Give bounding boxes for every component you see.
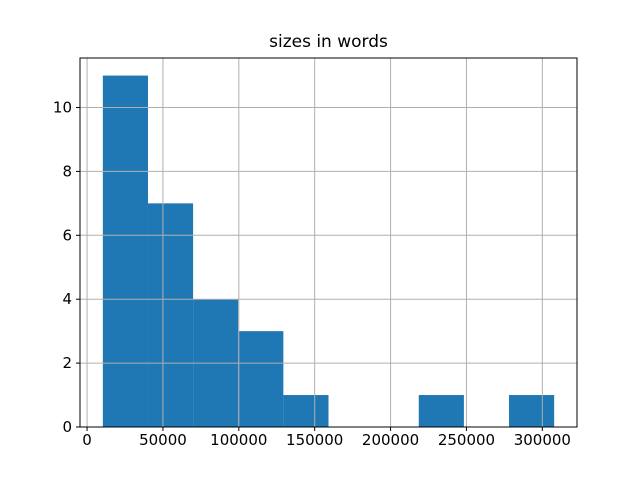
x-tick-label: 250000 [438, 431, 495, 449]
histogram-bar [147, 203, 194, 427]
y-tick-label: 10 [53, 99, 72, 117]
axes-layer: 0 50000 100000 150000 200000 250000 300000 0 2 4 6… [53, 57, 578, 449]
y-tick-label: 0 [62, 418, 72, 436]
histogram-bars-layer [102, 75, 555, 428]
y-tick-label: 6 [62, 226, 72, 244]
x-tick-label: 50000 [139, 431, 187, 449]
histogram-bar [418, 395, 464, 427]
chart-title: sizes in words [269, 32, 388, 52]
x-tick-label: 0 [82, 431, 92, 449]
x-tick-label: 150000 [286, 431, 343, 449]
histogram-bar [283, 395, 329, 427]
x-tick-label: 100000 [210, 431, 267, 449]
x-tick-label: 300000 [514, 431, 571, 449]
histogram-bar [238, 331, 284, 427]
y-tick-label: 4 [62, 290, 72, 308]
axes-spines [79, 57, 578, 428]
x-tick-label: 200000 [362, 431, 419, 449]
histogram-bar [102, 75, 148, 428]
y-tick-label: 8 [62, 162, 72, 180]
y-tick-label: 2 [62, 354, 72, 372]
histogram-bar [509, 395, 555, 427]
